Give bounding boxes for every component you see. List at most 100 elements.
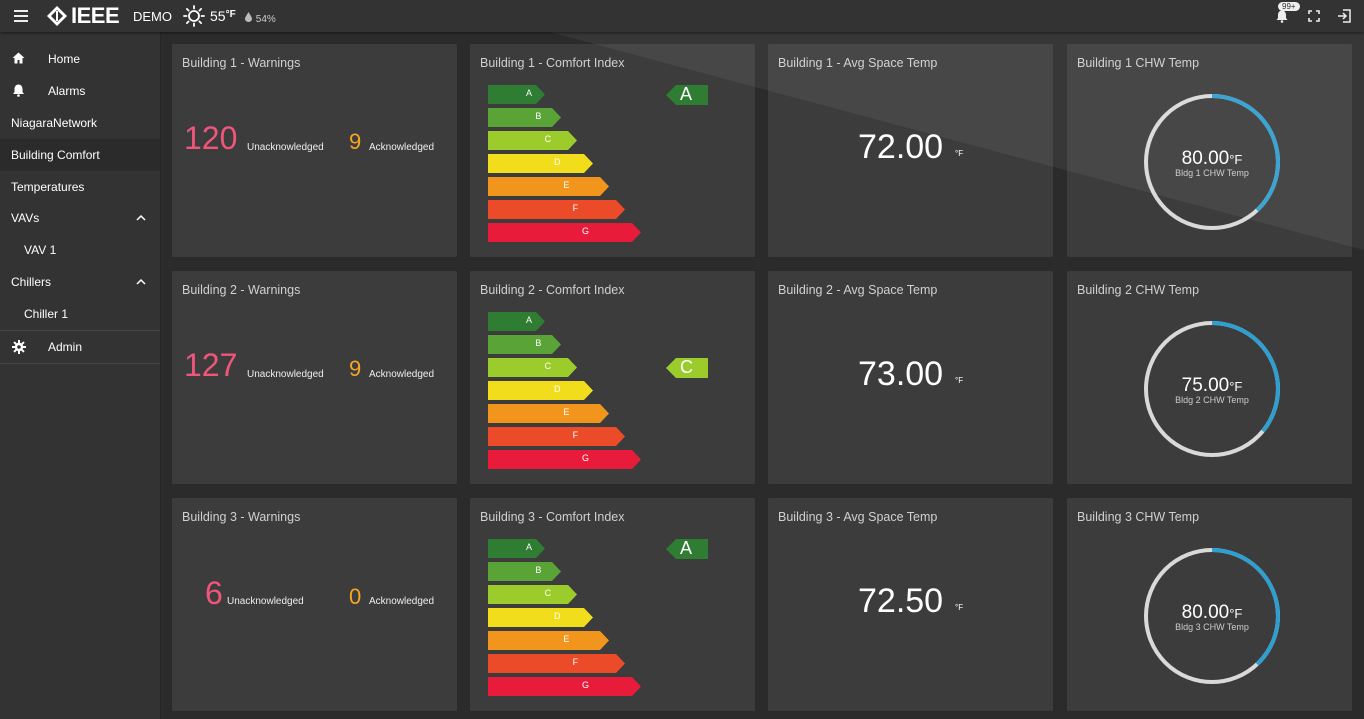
acknowledged-label: Acknowledged — [369, 596, 435, 607]
warnings-tile[interactable]: Building 2 - Warnings 127 Unacknowledged… — [171, 270, 458, 485]
bell-icon — [13, 84, 24, 97]
rating-bar-c — [488, 358, 577, 377]
unacknowledged-count: 120 — [184, 120, 238, 156]
rating-bar-label: A — [526, 315, 533, 325]
rating-bar-label: G — [582, 680, 590, 690]
chw-temp-unit: °F — [1229, 152, 1243, 167]
avg-space-temp-value: 72.50 — [858, 582, 944, 620]
rating-bar-f — [488, 200, 625, 219]
unacknowledged-count: 127 — [184, 347, 238, 383]
fullscreen-icon[interactable] — [1308, 10, 1320, 22]
rating-bar-e — [488, 404, 609, 423]
acknowledged-count: 9 — [349, 356, 362, 381]
droplet-icon — [245, 12, 252, 22]
outdoor-temperature-unit: °F — [225, 9, 236, 20]
sidebar-item-label: NiagaraNetwork — [11, 116, 98, 130]
chw-gauge-label: Bldg 2 CHW Temp — [1175, 395, 1249, 405]
rating-bar-label: F — [572, 657, 579, 667]
sidebar-item-building-comfort[interactable]: Building Comfort — [0, 139, 160, 171]
unacknowledged-label: Unacknowledged — [247, 369, 324, 380]
comfort-grade-value: C — [680, 357, 693, 377]
acknowledged-count: 9 — [349, 129, 362, 154]
rating-bar-g — [488, 677, 641, 696]
logout-icon[interactable] — [1337, 9, 1351, 23]
rating-bar-e — [488, 177, 609, 196]
sidebar-item-chillers[interactable]: Chillers — [0, 266, 160, 298]
outdoor-temperature: 55°F — [210, 8, 236, 24]
rating-bar-c — [488, 585, 577, 604]
avg-space-temp-unit: °F — [955, 149, 964, 158]
rating-bar-label: E — [563, 180, 570, 190]
rating-bar-d — [488, 154, 593, 173]
menu-icon[interactable] — [14, 10, 28, 22]
tile-title: Building 3 - Avg Space Temp — [778, 510, 938, 524]
avg-space-temp-tile[interactable]: Building 3 - Avg Space Temp 72.50 °F — [767, 497, 1054, 712]
notifications-badge: 99+ — [1278, 2, 1300, 11]
sidebar-item-label: Chillers — [11, 275, 52, 289]
comfort-grade-pointer — [666, 539, 708, 559]
notifications-bell-icon[interactable] — [1276, 10, 1288, 23]
rating-bar-label: C — [544, 588, 552, 598]
rating-bar-b — [488, 108, 561, 127]
tile-title: Building 3 - Warnings — [182, 510, 301, 524]
rating-bar-d — [488, 608, 593, 627]
chw-gauge-label: Bldg 3 CHW Temp — [1175, 622, 1249, 632]
avg-space-temp-tile[interactable]: Building 1 - Avg Space Temp 72.00 °F — [767, 43, 1054, 258]
brand-logo[interactable]: IEEE — [46, 3, 120, 28]
unacknowledged-label: Unacknowledged — [247, 142, 324, 153]
chw-temp-unit: °F — [1229, 379, 1243, 394]
rating-bar-a — [488, 539, 545, 558]
chw-temp-tile[interactable]: Building 1 CHW Temp 80.00°F Bldg 1 CHW T… — [1066, 43, 1353, 258]
sidebar-item-vavs[interactable]: VAVs — [0, 202, 160, 234]
comfort-grade-value: A — [680, 538, 693, 558]
rating-bar-label: E — [563, 407, 570, 417]
rating-bar-a — [488, 85, 545, 104]
sidebar-item-alarms[interactable]: Alarms — [0, 75, 160, 107]
chw-temp-tile[interactable]: Building 3 CHW Temp 80.00°F Bldg 3 CHW T… — [1066, 497, 1353, 712]
outdoor-humidity-value: 54% — [255, 14, 276, 25]
rating-bar-b — [488, 335, 561, 354]
site-name: DEMO — [133, 9, 172, 24]
rating-bar-label: C — [544, 361, 552, 371]
comfort-index-tile[interactable]: Building 3 - Comfort Index A B C D E F G A — [469, 497, 756, 712]
avg-space-temp-value: 73.00 — [858, 355, 944, 393]
chw-temp-number: 80.00 — [1181, 602, 1230, 623]
chw-temp-tile[interactable]: Building 2 CHW Temp 75.00°F Bldg 2 CHW T… — [1066, 270, 1353, 485]
home-icon — [12, 52, 25, 64]
sidebar-item-niagaranetwork[interactable]: NiagaraNetwork — [0, 107, 160, 139]
tile-title: Building 2 - Warnings — [182, 283, 301, 297]
chw-temp-value: 80.00°F — [1142, 148, 1282, 170]
rating-bar-label: C — [544, 134, 552, 144]
tile-title: Building 2 - Avg Space Temp — [778, 283, 938, 297]
warnings-tile[interactable]: Building 1 - Warnings 120 Unacknowledged… — [171, 43, 458, 258]
rating-bar-label: F — [572, 203, 579, 213]
sidebar-item-chiller-1[interactable]: Chiller 1 — [0, 298, 160, 330]
rating-bar-label: F — [572, 430, 579, 440]
gauge-fill — [1144, 548, 1280, 684]
sidebar-item-temperatures[interactable]: Temperatures — [0, 171, 160, 203]
tile-title: Building 2 CHW Temp — [1077, 283, 1200, 297]
chw-temp-unit: °F — [1229, 606, 1243, 621]
sidebar-item-vav-1[interactable]: VAV 1 — [0, 234, 160, 266]
comfort-index-tile[interactable]: Building 2 - Comfort Index A B C D E F G C — [469, 270, 756, 485]
avg-space-temp-value: 72.00 — [858, 128, 944, 166]
acknowledged-label: Acknowledged — [369, 369, 435, 380]
sidebar-item-admin[interactable]: Admin — [0, 331, 160, 363]
rating-bar-label: A — [526, 88, 533, 98]
tile-title: Building 1 CHW Temp — [1077, 56, 1200, 70]
rating-bar-label: D — [554, 611, 561, 621]
tile-title: Building 1 - Warnings — [182, 56, 301, 70]
sidebar-item-label: VAVs — [11, 211, 40, 225]
chevron-up-icon[interactable] — [136, 278, 146, 285]
comfort-index-tile[interactable]: Building 1 - Comfort Index A B C D E F G A — [469, 43, 756, 258]
sidebar-item-label: Chiller 1 — [24, 307, 69, 321]
top-bar: IEEE DEMO 55°F 54% 99+ — [0, 0, 1364, 32]
rating-bar-g — [488, 223, 641, 242]
avg-space-temp-tile[interactable]: Building 2 - Avg Space Temp 73.00 °F — [767, 270, 1054, 485]
warnings-tile[interactable]: Building 3 - Warnings 6 Unacknowledged 0… — [171, 497, 458, 712]
sidebar: Home Alarms NiagaraNetwork Building Comf… — [0, 32, 161, 719]
rating-bar-label: B — [535, 338, 542, 348]
sidebar-item-home[interactable]: Home — [0, 43, 160, 75]
chevron-up-icon[interactable] — [136, 214, 146, 221]
rating-bar-label: G — [582, 226, 590, 236]
